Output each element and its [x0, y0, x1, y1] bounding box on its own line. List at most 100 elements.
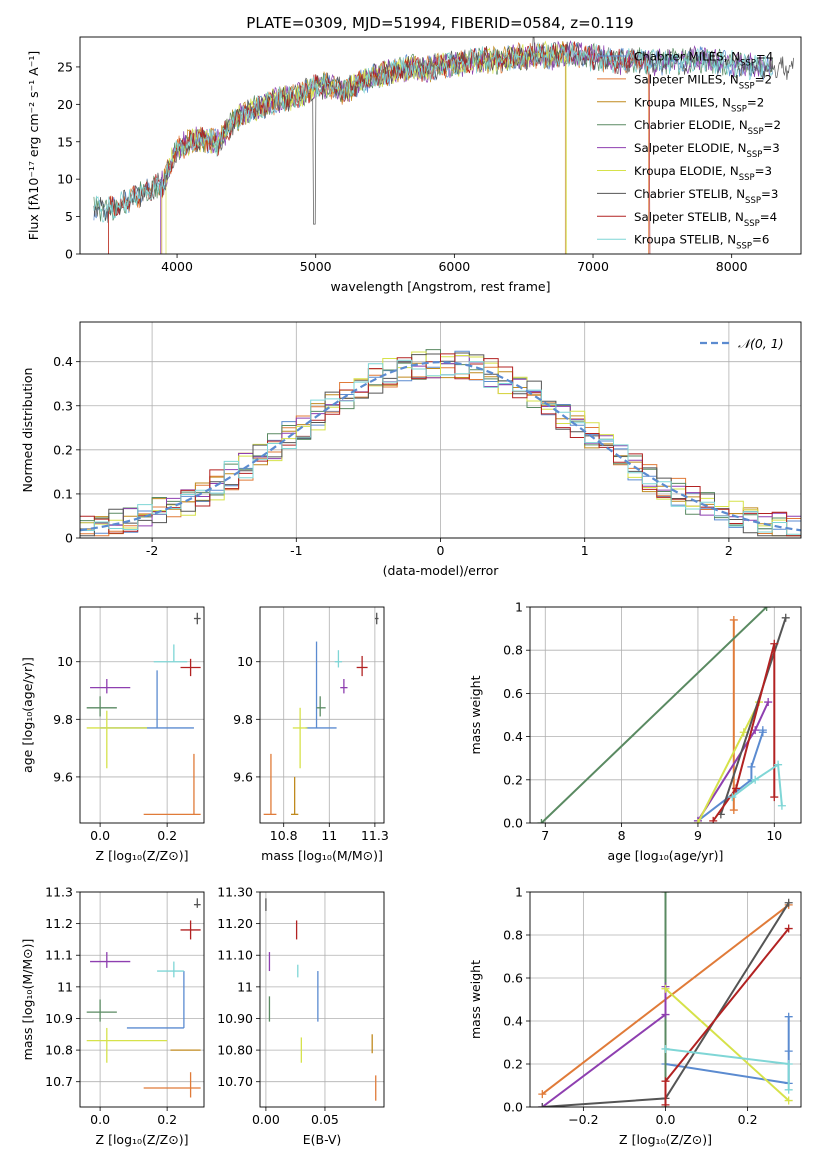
x-tick-label: 0.2: [157, 1112, 177, 1127]
y-tick-label: 25: [57, 59, 73, 74]
series-marker: [770, 793, 779, 802]
y-tick-label: 11.1: [45, 948, 73, 963]
series-marker: [751, 726, 760, 735]
series-marker: [709, 816, 718, 823]
point-salpeter-elodie: [340, 679, 348, 694]
series-marker: [661, 984, 670, 993]
y-tick-label: 10: [57, 654, 73, 669]
y-tick-label: 10.70: [217, 1074, 253, 1089]
series-line: [719, 617, 787, 815]
x-tick-label: 0.0: [90, 828, 110, 843]
axes-frame: [79, 891, 205, 1108]
panel-age_vs_mass: 10.8 11 11.3 9.6 9.8 10 mass [log₁₀(M/M⊙)]: [233, 606, 389, 863]
axes-frame: [529, 891, 802, 1108]
point-kroupa-elodie: [86, 710, 148, 769]
y-tick-label: 0.8: [503, 928, 523, 943]
series-marker: [784, 1060, 793, 1068]
legend-entry: Kroupa MILES, NSSP=2: [634, 95, 764, 114]
y-tick-label: 10.80: [217, 1043, 253, 1058]
x-axis-label: Z [log₁₀(Z/Z⊙)]: [96, 848, 189, 863]
point-kroupa-stelib: [157, 961, 184, 978]
x-axis-label: mass [log₁₀(M/M⊙)]: [261, 848, 383, 863]
plot-area-age_vs_mass: [263, 612, 379, 816]
point-salpeter-miles: [143, 1072, 201, 1098]
y-tick-label: 10: [237, 654, 253, 669]
y-tick-label: 0: [65, 531, 73, 546]
series-line: [664, 927, 790, 1105]
series-marker: [661, 1077, 670, 1086]
x-tick-label: -2: [146, 543, 158, 558]
series-line: [664, 988, 790, 1102]
plot-area-weight_vs_Z: [538, 892, 793, 1107]
series-marker: [538, 1103, 547, 1107]
x-tick-label: 0.05: [311, 1112, 339, 1127]
x-tick-label: 0.2: [738, 1112, 758, 1127]
x-tick-label: 0: [437, 543, 445, 558]
series-marker: [661, 1044, 670, 1053]
plot-area-mass_vs_EBV: [265, 898, 377, 1101]
y-axis-label: mass weight: [468, 675, 483, 754]
axes-frame: [259, 606, 385, 824]
y-tick-label: 0.0: [503, 1100, 523, 1115]
y-axis-label: mass weight: [468, 960, 483, 1039]
legend-entry: Kroupa ELODIE, NSSP=3: [634, 164, 772, 183]
y-tick-label: 0: [65, 247, 73, 262]
series-marker: [758, 726, 767, 735]
x-axis-label: wavelength [Angstrom, rest frame]: [330, 279, 550, 294]
point-chabrier-elodie: [86, 999, 117, 1022]
x-tick-label: 8: [618, 828, 626, 843]
y-tick-label: 10.7: [45, 1074, 73, 1089]
point-chabrier-stelib: [193, 612, 201, 625]
series-kroupa-elodie: [661, 984, 793, 1105]
point-kroupa-stelib: [334, 650, 343, 668]
y-tick-label: 0.8: [503, 643, 523, 658]
series-line: [665, 1016, 790, 1085]
series-kroupa-stelib: [93, 41, 773, 223]
panel-age_vs_Z: 0.0 0.2 9.6 9.8 10 Z [log₁₀(Z/Z⊙)] age [log₁₀(…: [20, 606, 205, 863]
plot-area-spectrum: [93, 37, 794, 254]
y-tick-label: 0.3: [53, 398, 73, 413]
series-salpeter-miles: [729, 615, 738, 815]
series-kroupa-stelib: [661, 1044, 793, 1094]
y-tick-label: 0.2: [53, 442, 73, 457]
histogram-kroupa-elodie: [80, 351, 801, 537]
x-axis-label: E(B-V): [303, 1132, 342, 1147]
x-tick-label: 1: [581, 543, 589, 558]
series-marker: [537, 819, 546, 823]
series-marker: [729, 806, 738, 815]
x-tick-label: 2: [725, 543, 733, 558]
y-tick-label: 1: [515, 600, 523, 615]
series-salpeter-stelib: [108, 41, 651, 254]
point-chabrier-stelib: [193, 898, 201, 908]
series-marker: [538, 1090, 547, 1099]
point-chabrier-miles: [305, 641, 337, 729]
y-tick-label: 9.8: [233, 712, 253, 727]
point-salpeter-stelib: [180, 920, 201, 940]
y-tick-label: 11.2: [45, 916, 73, 931]
point-chabrier-elodie: [316, 696, 326, 717]
series-marker: [784, 1096, 793, 1105]
x-axis-label: age [log₁₀(age/yr)]: [608, 848, 724, 863]
y-tick-label: 9.6: [53, 769, 73, 784]
axes-frame: [79, 606, 205, 824]
point-chabrier-miles: [126, 971, 185, 1029]
series-marker: [784, 898, 793, 907]
legend-entry: Salpeter STELIB, NSSP=4: [634, 210, 777, 229]
point-salpeter-elodie: [90, 679, 131, 694]
y-tick-label: 15: [57, 134, 73, 149]
series-marker: [774, 760, 783, 769]
normal-curve: [80, 360, 801, 532]
y-tick-label: 9.8: [53, 712, 73, 727]
legend-entry: Chabrier ELODIE, NSSP=2: [634, 118, 781, 137]
plot-area-mass_vs_Z: [86, 898, 201, 1098]
point-chabrier-elodie: [86, 696, 117, 717]
point-salpeter-miles: [263, 753, 277, 816]
point-salpeter-miles: [143, 753, 201, 816]
axes-frame: [529, 606, 802, 824]
point-kroupa-stelib: [153, 644, 188, 663]
series-chabrier-elodie: [537, 607, 771, 823]
x-tick-label: 4000: [161, 259, 193, 274]
x-axis-label: Z [log₁₀(Z/Z⊙)]: [96, 1132, 189, 1147]
x-tick-label: 0.0: [90, 1112, 110, 1127]
